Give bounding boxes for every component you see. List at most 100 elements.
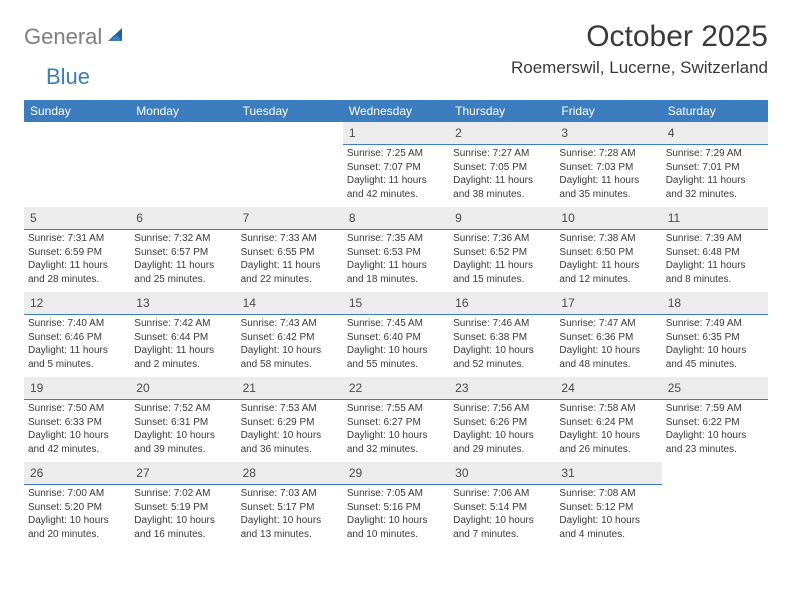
day-number-row: 15 (343, 292, 449, 315)
day-number-row (24, 122, 130, 144)
weekday-header: Thursday (449, 100, 555, 122)
day-number: 1 (349, 126, 356, 140)
day-number: 30 (455, 466, 468, 480)
calendar-cell: 24 Sunrise: 7:58 AMSunset: 6:24 PMDayligh… (555, 377, 661, 462)
weekday-header: Wednesday (343, 100, 449, 122)
day-number: 10 (561, 211, 574, 225)
day-number: 17 (561, 296, 574, 310)
calendar-cell: 7 Sunrise: 7:33 AMSunset: 6:55 PMDaylight… (237, 207, 343, 292)
cell-text: Sunrise: 7:43 AMSunset: 6:42 PMDaylight:… (241, 317, 339, 371)
cell-text: Sunrise: 7:03 AMSunset: 5:17 PMDaylight:… (241, 487, 339, 541)
day-number: 28 (243, 466, 256, 480)
day-number (668, 466, 671, 480)
day-number-row (662, 462, 768, 484)
cell-text: Sunrise: 7:40 AMSunset: 6:46 PMDaylight:… (28, 317, 126, 371)
day-number-row (237, 122, 343, 144)
brand-logo: General (24, 20, 126, 50)
cell-text: Sunrise: 7:49 AMSunset: 6:35 PMDaylight:… (666, 317, 764, 371)
calendar-cell: 13Sunrise: 7:42 AMSunset: 6:44 PMDayligh… (130, 292, 236, 377)
day-number (136, 126, 139, 140)
calendar-cell: 17 Sunrise: 7:47 AMSunset: 6:36 PMDayligh… (555, 292, 661, 377)
day-number-row: 27 (130, 462, 236, 485)
calendar-cell: 22Sunrise: 7:55 AMSunset: 6:27 PMDayligh… (343, 377, 449, 462)
cell-text: Sunrise: 7:31 AMSunset: 6:59 PMDaylight:… (28, 232, 126, 286)
cell-text: Sunrise: 7:42 AMSunset: 6:44 PMDaylight:… (134, 317, 232, 371)
day-number-row: 19 (24, 377, 130, 400)
day-number: 24 (561, 381, 574, 395)
day-number: 25 (668, 381, 681, 395)
weekday-header: Friday (555, 100, 661, 122)
calendar-cell (130, 122, 236, 207)
calendar-cell: 25Sunrise: 7:59 AMSunset: 6:22 PMDayligh… (662, 377, 768, 462)
calendar-row: 1 Sunrise: 7:25 AMSunset: 7:07 PMDaylight… (24, 122, 768, 207)
day-number: 26 (30, 466, 43, 480)
calendar-cell: 9 Sunrise: 7:36 AMSunset: 6:52 PMDaylight… (449, 207, 555, 292)
day-number-row: 17 (555, 292, 661, 315)
calendar-cell: 29Sunrise: 7:05 AMSunset: 5:16 PMDayligh… (343, 462, 449, 547)
calendar-cell (237, 122, 343, 207)
day-number-row (130, 122, 236, 144)
calendar-body: 1 Sunrise: 7:25 AMSunset: 7:07 PMDaylight… (24, 122, 768, 547)
cell-text: Sunrise: 7:27 AMSunset: 7:05 PMDaylight:… (453, 147, 551, 201)
day-number: 9 (455, 211, 462, 225)
day-number-row: 2 (449, 122, 555, 145)
day-number: 23 (455, 381, 468, 395)
calendar-row: 26 Sunrise: 7:00 AMSunset: 5:20 PMDayligh… (24, 462, 768, 547)
day-number-row: 23 (449, 377, 555, 400)
month-title: October 2025 (511, 20, 768, 54)
calendar-header-row: SundayMondayTuesdayWednesdayThursdayFrid… (24, 100, 768, 122)
calendar-cell (24, 122, 130, 207)
day-number: 31 (561, 466, 574, 480)
day-number: 18 (668, 296, 681, 310)
day-number: 16 (455, 296, 468, 310)
day-number-row: 4 (662, 122, 768, 145)
day-number-row: 28 (237, 462, 343, 485)
weekday-header: Sunday (24, 100, 130, 122)
cell-text: Sunrise: 7:36 AMSunset: 6:52 PMDaylight:… (453, 232, 551, 286)
calendar-cell: 8 Sunrise: 7:35 AMSunset: 6:53 PMDaylight… (343, 207, 449, 292)
day-number: 8 (349, 211, 356, 225)
day-number-row: 13 (130, 292, 236, 315)
brand-word-2: Blue (24, 64, 90, 89)
cell-text: Sunrise: 7:52 AMSunset: 6:31 PMDaylight:… (134, 402, 232, 456)
cell-text: Sunrise: 7:35 AMSunset: 6:53 PMDaylight:… (347, 232, 445, 286)
day-number-row: 14 (237, 292, 343, 315)
day-number-row: 29 (343, 462, 449, 485)
title-block: October 2025 Roemerswil, Lucerne, Switze… (511, 20, 768, 78)
cell-text: Sunrise: 7:25 AMSunset: 7:07 PMDaylight:… (347, 147, 445, 201)
cell-text: Sunrise: 7:50 AMSunset: 6:33 PMDaylight:… (28, 402, 126, 456)
day-number (243, 126, 246, 140)
cell-text: Sunrise: 7:58 AMSunset: 6:24 PMDaylight:… (559, 402, 657, 456)
day-number-row: 9 (449, 207, 555, 230)
day-number: 7 (243, 211, 250, 225)
day-number-row: 30 (449, 462, 555, 485)
cell-text: Sunrise: 7:47 AMSunset: 6:36 PMDaylight:… (559, 317, 657, 371)
day-number-row: 20 (130, 377, 236, 400)
calendar-cell: 11Sunrise: 7:39 AMSunset: 6:48 PMDayligh… (662, 207, 768, 292)
cell-text: Sunrise: 7:02 AMSunset: 5:19 PMDaylight:… (134, 487, 232, 541)
day-number-row: 26 (24, 462, 130, 485)
calendar-cell: 31Sunrise: 7:08 AMSunset: 5:12 PMDayligh… (555, 462, 661, 547)
calendar-cell: 6Sunrise: 7:32 AMSunset: 6:57 PMDaylight… (130, 207, 236, 292)
page: General October 2025 Roemerswil, Lucerne… (0, 0, 792, 567)
calendar-cell: 19 Sunrise: 7:50 AMSunset: 6:33 PMDayligh… (24, 377, 130, 462)
calendar-cell: 20Sunrise: 7:52 AMSunset: 6:31 PMDayligh… (130, 377, 236, 462)
day-number-row: 24 (555, 377, 661, 400)
cell-text: Sunrise: 7:00 AMSunset: 5:20 PMDaylight:… (28, 487, 126, 541)
day-number-row: 21 (237, 377, 343, 400)
day-number-row: 6 (130, 207, 236, 230)
day-number: 5 (30, 211, 37, 225)
day-number: 14 (243, 296, 256, 310)
cell-text: Sunrise: 7:45 AMSunset: 6:40 PMDaylight:… (347, 317, 445, 371)
cell-text: Sunrise: 7:06 AMSunset: 5:14 PMDaylight:… (453, 487, 551, 541)
calendar-cell: 15Sunrise: 7:45 AMSunset: 6:40 PMDayligh… (343, 292, 449, 377)
cell-text: Sunrise: 7:32 AMSunset: 6:57 PMDaylight:… (134, 232, 232, 286)
day-number-row: 11 (662, 207, 768, 230)
cell-text: Sunrise: 7:33 AMSunset: 6:55 PMDaylight:… (241, 232, 339, 286)
day-number: 19 (30, 381, 43, 395)
weekday-header: Monday (130, 100, 236, 122)
calendar-cell: 4Sunrise: 7:29 AMSunset: 7:01 PMDaylight… (662, 122, 768, 207)
cell-text: Sunrise: 7:55 AMSunset: 6:27 PMDaylight:… (347, 402, 445, 456)
location: Roemerswil, Lucerne, Switzerland (511, 58, 768, 78)
cell-text: Sunrise: 7:46 AMSunset: 6:38 PMDaylight:… (453, 317, 551, 371)
